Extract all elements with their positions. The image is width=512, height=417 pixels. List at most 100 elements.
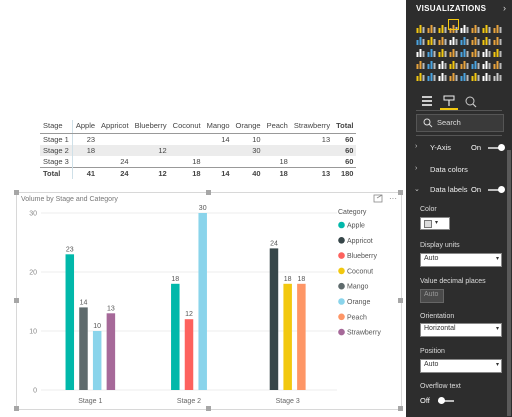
resize-handle[interactable]	[398, 406, 403, 411]
bar-strawberry[interactable]	[106, 313, 116, 390]
bar-apple[interactable]	[171, 283, 180, 390]
visual-type-icon[interactable]	[449, 56, 458, 69]
column-header[interactable]: Apple	[72, 120, 99, 134]
overflow-text-toggle[interactable]	[438, 397, 454, 404]
column-header[interactable]: Strawberry	[290, 120, 334, 134]
legend-item[interactable]: Peach	[338, 313, 367, 322]
visual-type-icon[interactable]	[493, 20, 502, 33]
visual-type-icon[interactable]	[427, 68, 436, 81]
visual-type-icon[interactable]	[438, 20, 447, 33]
visual-type-icon[interactable]	[493, 68, 502, 81]
y-axis-toggle[interactable]	[488, 144, 505, 151]
visual-type-icon[interactable]	[482, 68, 491, 81]
legend-item[interactable]: Orange	[338, 298, 370, 306]
column-header[interactable]: Total	[333, 120, 357, 134]
visual-type-icon[interactable]	[416, 20, 425, 33]
position-select[interactable]: Auto ▾	[420, 359, 502, 373]
matrix-table[interactable]: Stage Apple Appricot Blueberry Coconut Mango O…	[40, 120, 357, 179]
legend-item[interactable]: Blueberry	[338, 252, 377, 260]
color-picker[interactable]: ▾	[420, 217, 450, 230]
visual-type-icon[interactable]	[427, 20, 436, 33]
visual-type-icon[interactable]	[416, 56, 425, 69]
visual-type-icon[interactable]	[460, 56, 469, 69]
visual-type-icon[interactable]	[427, 44, 436, 57]
column-header[interactable]: Coconut	[169, 120, 204, 134]
format-search-input[interactable]: Search	[416, 114, 504, 132]
visual-type-icon[interactable]	[493, 32, 502, 45]
legend-label: Mango	[347, 284, 369, 291]
visual-type-icon[interactable]	[427, 32, 436, 45]
decimal-places-input[interactable]: Auto	[420, 289, 444, 303]
legend-item[interactable]: Mango	[338, 282, 369, 291]
collapse-pane-icon[interactable]: ›	[503, 3, 506, 13]
visual-type-icon[interactable]	[416, 44, 425, 57]
visual-type-icon[interactable]	[482, 44, 491, 57]
format-paint-roller-icon[interactable]	[440, 94, 458, 110]
legend-item[interactable]: Strawberry	[338, 328, 381, 337]
visual-type-icon[interactable]	[460, 68, 469, 81]
orientation-select[interactable]: Horizontal ▾	[420, 323, 502, 337]
more-options-icon[interactable]: ···	[389, 194, 397, 203]
visual-type-icon[interactable]	[471, 68, 480, 81]
visual-type-icon[interactable]	[438, 44, 447, 57]
visual-type-icon[interactable]	[471, 32, 480, 45]
data-labels-toggle[interactable]	[488, 186, 505, 193]
visual-type-icon[interactable]	[482, 32, 491, 45]
legend-item[interactable]: Coconut	[338, 267, 373, 276]
bar-mango[interactable]	[79, 307, 88, 390]
visual-type-icon[interactable]	[460, 20, 469, 33]
column-header[interactable]: Appricot	[98, 120, 132, 134]
bar-coconut[interactable]	[283, 283, 292, 390]
pane-scrollbar[interactable]	[507, 150, 511, 416]
visual-type-icon[interactable]	[460, 44, 469, 57]
visual-type-icon[interactable]	[427, 56, 436, 69]
visual-type-icon[interactable]	[438, 68, 447, 81]
stage-column-header[interactable]: Stage	[40, 120, 73, 134]
total-row[interactable]: Total 41 24 12 18 14 40 18 13 180	[40, 167, 357, 179]
visual-type-icon[interactable]	[448, 19, 459, 33]
visual-type-icon[interactable]	[482, 20, 491, 33]
visual-type-icon[interactable]	[493, 44, 502, 57]
visual-type-icon[interactable]	[449, 68, 458, 81]
column-header[interactable]: Peach	[263, 120, 291, 134]
table-row[interactable]: Stage 1 23 14 10 13 60	[40, 133, 356, 145]
table-row[interactable]: Stage 3 24 18 18 60	[40, 156, 356, 168]
resize-handle[interactable]	[14, 406, 19, 411]
resize-handle[interactable]	[206, 190, 211, 195]
fields-tab-icon[interactable]	[418, 94, 436, 108]
clustered-column-chart[interactable]: Volume by Stage and Category ··· 0 10 20 30…	[14, 190, 403, 411]
visual-type-icon[interactable]	[449, 44, 458, 57]
column-header[interactable]: Blueberry	[131, 120, 170, 134]
resize-handle[interactable]	[206, 406, 211, 411]
bar-blueberry[interactable]	[184, 319, 194, 390]
visual-type-icon[interactable]	[416, 68, 425, 81]
focus-mode-icon[interactable]	[373, 194, 383, 203]
visual-type-icon[interactable]	[416, 32, 425, 45]
resize-handle[interactable]	[14, 190, 19, 195]
analytics-tab-icon[interactable]	[462, 94, 480, 108]
visual-type-icon[interactable]	[438, 56, 447, 69]
resize-handle[interactable]	[14, 298, 19, 303]
visual-type-icon[interactable]	[471, 44, 480, 57]
display-units-select[interactable]: Auto ▾	[420, 253, 502, 267]
visual-type-icon[interactable]	[471, 20, 480, 33]
table-cell	[98, 145, 132, 156]
visual-type-icon[interactable]	[449, 32, 458, 45]
bar-peach[interactable]	[297, 283, 306, 390]
bar-apple[interactable]	[65, 254, 75, 390]
legend-item[interactable]: Appricot	[338, 237, 373, 245]
table-row[interactable]: Stage 2 18 12 30 60	[40, 145, 357, 156]
visual-type-icon[interactable]	[482, 56, 491, 69]
column-header[interactable]: Mango	[203, 120, 233, 134]
visual-type-icon[interactable]	[460, 32, 469, 45]
bar-orange[interactable]	[92, 331, 102, 390]
resize-handle[interactable]	[398, 298, 403, 303]
bar-orange[interactable]	[198, 213, 207, 390]
column-header[interactable]: Orange	[232, 120, 264, 134]
bar-appricot[interactable]	[269, 248, 279, 390]
visual-type-icon[interactable]	[493, 56, 502, 69]
legend-item[interactable]: Apple	[338, 221, 365, 230]
visual-type-icon[interactable]	[438, 32, 447, 45]
resize-handle[interactable]	[398, 190, 403, 195]
visual-type-icon[interactable]	[471, 56, 480, 69]
